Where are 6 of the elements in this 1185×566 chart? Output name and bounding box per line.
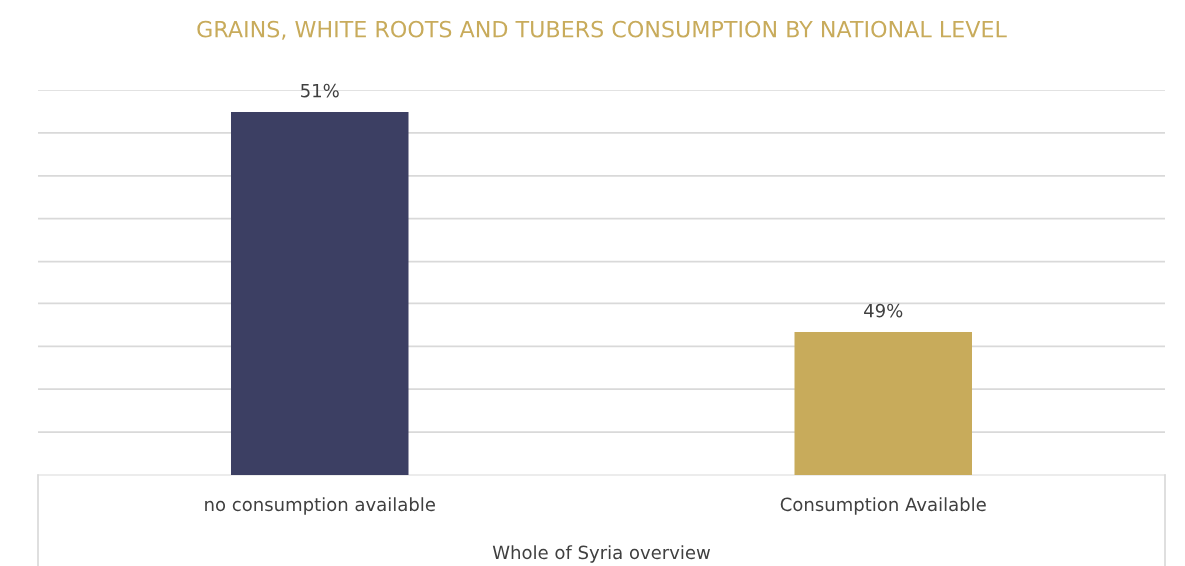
x-tick-label: no consumption available [205,497,435,515]
data-label: 51% [301,83,339,98]
data-label: 49% [864,303,903,318]
x-tick-label: Consumption Available [780,497,986,515]
chart-title: GRAINS, WHITE ROOTS AND TUBERS CONSUMPTION BY NATIONAL LEVEL [197,20,1007,40]
x-axis-title: Whole of Syria overview [492,545,711,563]
